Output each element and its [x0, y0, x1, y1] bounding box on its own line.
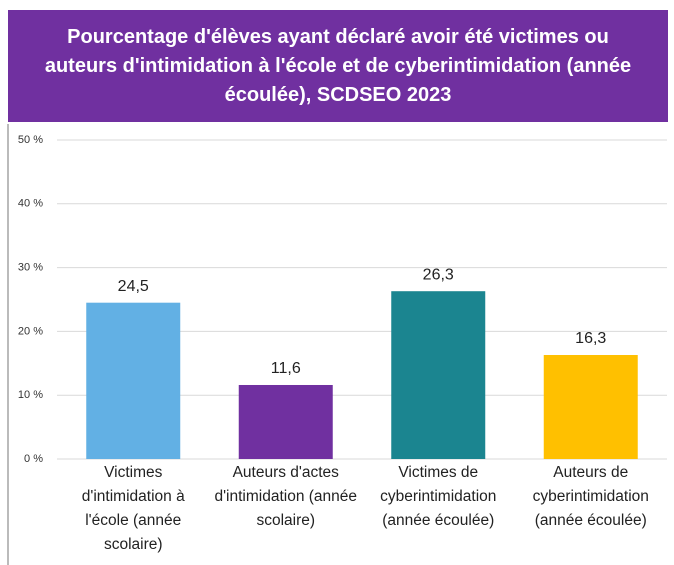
bar: [86, 302, 181, 459]
frame-edge: [7, 124, 9, 565]
bar: [391, 291, 486, 459]
x-tick-label: Auteurs de cyberintimidation (année écou…: [532, 464, 649, 529]
y-tick-label: 20 %: [18, 325, 43, 337]
chart-title: Pourcentage d'élèves ayant déclaré avoir…: [44, 25, 632, 106]
y-tick-label: 50 %: [18, 134, 43, 146]
y-tick-label: 40 %: [18, 198, 43, 210]
bar: [543, 355, 638, 459]
x-tick-label: Victimes d'intimidation à l'école (année…: [81, 464, 185, 553]
value-label: 24,5: [118, 278, 149, 295]
y-tick-label: 0 %: [24, 453, 43, 465]
bar: [238, 384, 333, 459]
y-tick-label: 10 %: [18, 389, 43, 401]
x-tick-label: Auteurs d'actes d'intimidation (année sc…: [214, 464, 358, 529]
title-band: Pourcentage d'élèves ayant déclaré avoir…: [8, 10, 668, 122]
value-label: 26,3: [423, 266, 454, 283]
y-tick-label: 30 %: [18, 262, 43, 274]
x-tick-label: Victimes de cyberintimidation (année éco…: [380, 464, 497, 529]
value-label: 11,6: [271, 360, 301, 377]
value-label: 16,3: [575, 330, 606, 347]
